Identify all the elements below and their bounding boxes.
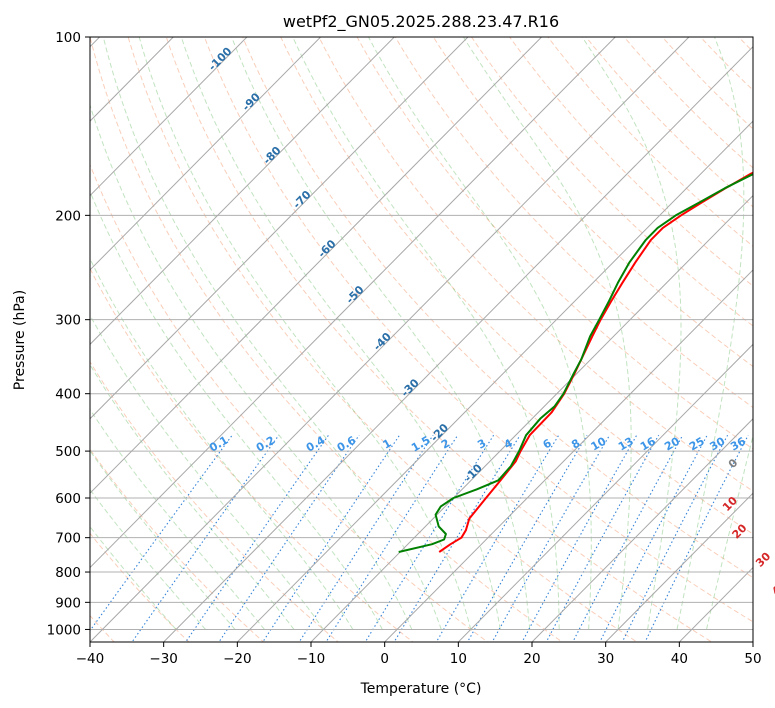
chart-title: wetPf2_GN05.2025.288.23.47.R16 bbox=[283, 12, 559, 32]
isotherm-gridline bbox=[90, 37, 616, 569]
y-tick-label: 200 bbox=[55, 208, 81, 224]
dry-adiabat bbox=[242, 37, 753, 579]
y-tick-label: 1000 bbox=[47, 622, 81, 638]
dry-adiabat bbox=[280, 37, 753, 535]
dry-adiabat bbox=[432, 37, 753, 368]
temperature-profile-line bbox=[438, 171, 753, 553]
x-axis-label: Temperature (°C) bbox=[360, 681, 482, 697]
mixing-ratio-line bbox=[644, 434, 749, 642]
axes: −40 −30 −20 −10 0 10 20 30 40 50 100 200 300 400 500 60… bbox=[47, 30, 762, 667]
moist-adiabat bbox=[581, 37, 682, 630]
moist-adiabat bbox=[231, 37, 531, 630]
moist-adiabat bbox=[292, 37, 560, 630]
x-tick-label: −10 bbox=[297, 651, 326, 667]
isotherm-gridline bbox=[604, 492, 753, 642]
isotherm-gridline bbox=[531, 418, 753, 642]
y-tick-label: 300 bbox=[55, 313, 81, 329]
mixing-ratio-line bbox=[545, 434, 660, 642]
dry-adiabat bbox=[394, 37, 753, 409]
y-tick-label: 100 bbox=[55, 30, 81, 46]
moist-adiabat bbox=[90, 103, 413, 630]
mixing-ratio-line bbox=[491, 434, 611, 642]
isotherm-gridline bbox=[457, 343, 753, 642]
x-tick-label: 0 bbox=[380, 651, 389, 667]
mixing-ratio-line bbox=[185, 434, 329, 642]
isotherm-gridline bbox=[383, 269, 753, 642]
dry-adiabat bbox=[90, 448, 265, 642]
dry-adiabat bbox=[318, 37, 753, 492]
dry-adiabat bbox=[127, 37, 638, 642]
moist-adiabat bbox=[90, 257, 354, 630]
moist-adiabat bbox=[706, 433, 753, 630]
mixing-ratio-line bbox=[131, 434, 280, 642]
y-tick-label: 600 bbox=[55, 491, 81, 507]
x-tick-label: −20 bbox=[223, 651, 252, 667]
plot-area bbox=[90, 37, 753, 642]
dry-adiabat bbox=[203, 37, 753, 623]
y-tick-label: 500 bbox=[55, 444, 81, 460]
y-axis-label: Pressure (hPa) bbox=[12, 290, 28, 390]
y-tick-label: 700 bbox=[55, 531, 81, 547]
mixing-ratio-line bbox=[325, 434, 459, 642]
mixing-ratio-line bbox=[466, 434, 588, 642]
x-tick-label: 50 bbox=[744, 651, 761, 667]
mixing-ratio-line bbox=[621, 434, 729, 642]
background-lines bbox=[90, 37, 753, 642]
moist-adiabat bbox=[90, 314, 324, 630]
y-tick-label: 900 bbox=[55, 595, 81, 611]
moist-adiabat-label: 40 bbox=[769, 578, 775, 598]
dry-adiabat bbox=[509, 37, 753, 287]
plot-frame bbox=[89, 36, 754, 643]
mixing-ratio-line bbox=[218, 434, 360, 642]
isotherm-gridline bbox=[90, 37, 248, 197]
x-tick-label: 30 bbox=[597, 651, 614, 667]
isotherm-gridline bbox=[90, 37, 469, 420]
isotherm-gridline bbox=[310, 194, 753, 642]
isotherm-gridline bbox=[162, 46, 753, 642]
moist-adiabat bbox=[90, 190, 383, 630]
y-tick-label: 400 bbox=[55, 387, 81, 403]
x-tick-label: −30 bbox=[149, 651, 178, 667]
dry-adiabat bbox=[585, 37, 753, 208]
mixing-ratio-line bbox=[364, 434, 495, 642]
moist-adiabat bbox=[462, 37, 632, 630]
moist-adiabat-label: 30 bbox=[753, 549, 773, 569]
mixing-ratio-line bbox=[521, 434, 638, 642]
isotherm-gridline bbox=[90, 37, 543, 494]
isotherm-gridline bbox=[90, 37, 395, 346]
mixing-ratio-line bbox=[393, 434, 521, 642]
moist-adiabat bbox=[368, 37, 592, 630]
moist-adiabat bbox=[676, 37, 745, 630]
x-tick-label: 40 bbox=[671, 651, 688, 667]
y-tick-label: 800 bbox=[55, 565, 81, 581]
moist-adiabat bbox=[180, 37, 501, 630]
isotherm-gridline bbox=[90, 37, 690, 642]
moist-adiabat bbox=[102, 37, 442, 630]
isotherm-gridline bbox=[236, 120, 753, 642]
x-tick-label: 10 bbox=[450, 651, 467, 667]
dry-adiabat bbox=[90, 37, 564, 642]
mixing-ratio-line bbox=[572, 434, 684, 642]
dry-adiabat bbox=[165, 37, 713, 642]
dry-adiabat bbox=[90, 532, 190, 642]
mixing-ratio-line bbox=[435, 434, 560, 642]
x-tick-label: 20 bbox=[523, 651, 540, 667]
data-series bbox=[398, 171, 753, 553]
isotherm-gridline bbox=[90, 37, 174, 122]
dewpoint-profile-line bbox=[398, 172, 753, 553]
dry-adiabat bbox=[623, 37, 753, 169]
x-tick-label: −40 bbox=[76, 651, 105, 667]
dry-adiabat bbox=[90, 267, 414, 642]
dry-adiabat bbox=[356, 37, 753, 450]
mixing-ratio-line bbox=[599, 434, 708, 642]
isotherm-gridline bbox=[90, 37, 322, 271]
dry-adiabat bbox=[90, 163, 489, 642]
